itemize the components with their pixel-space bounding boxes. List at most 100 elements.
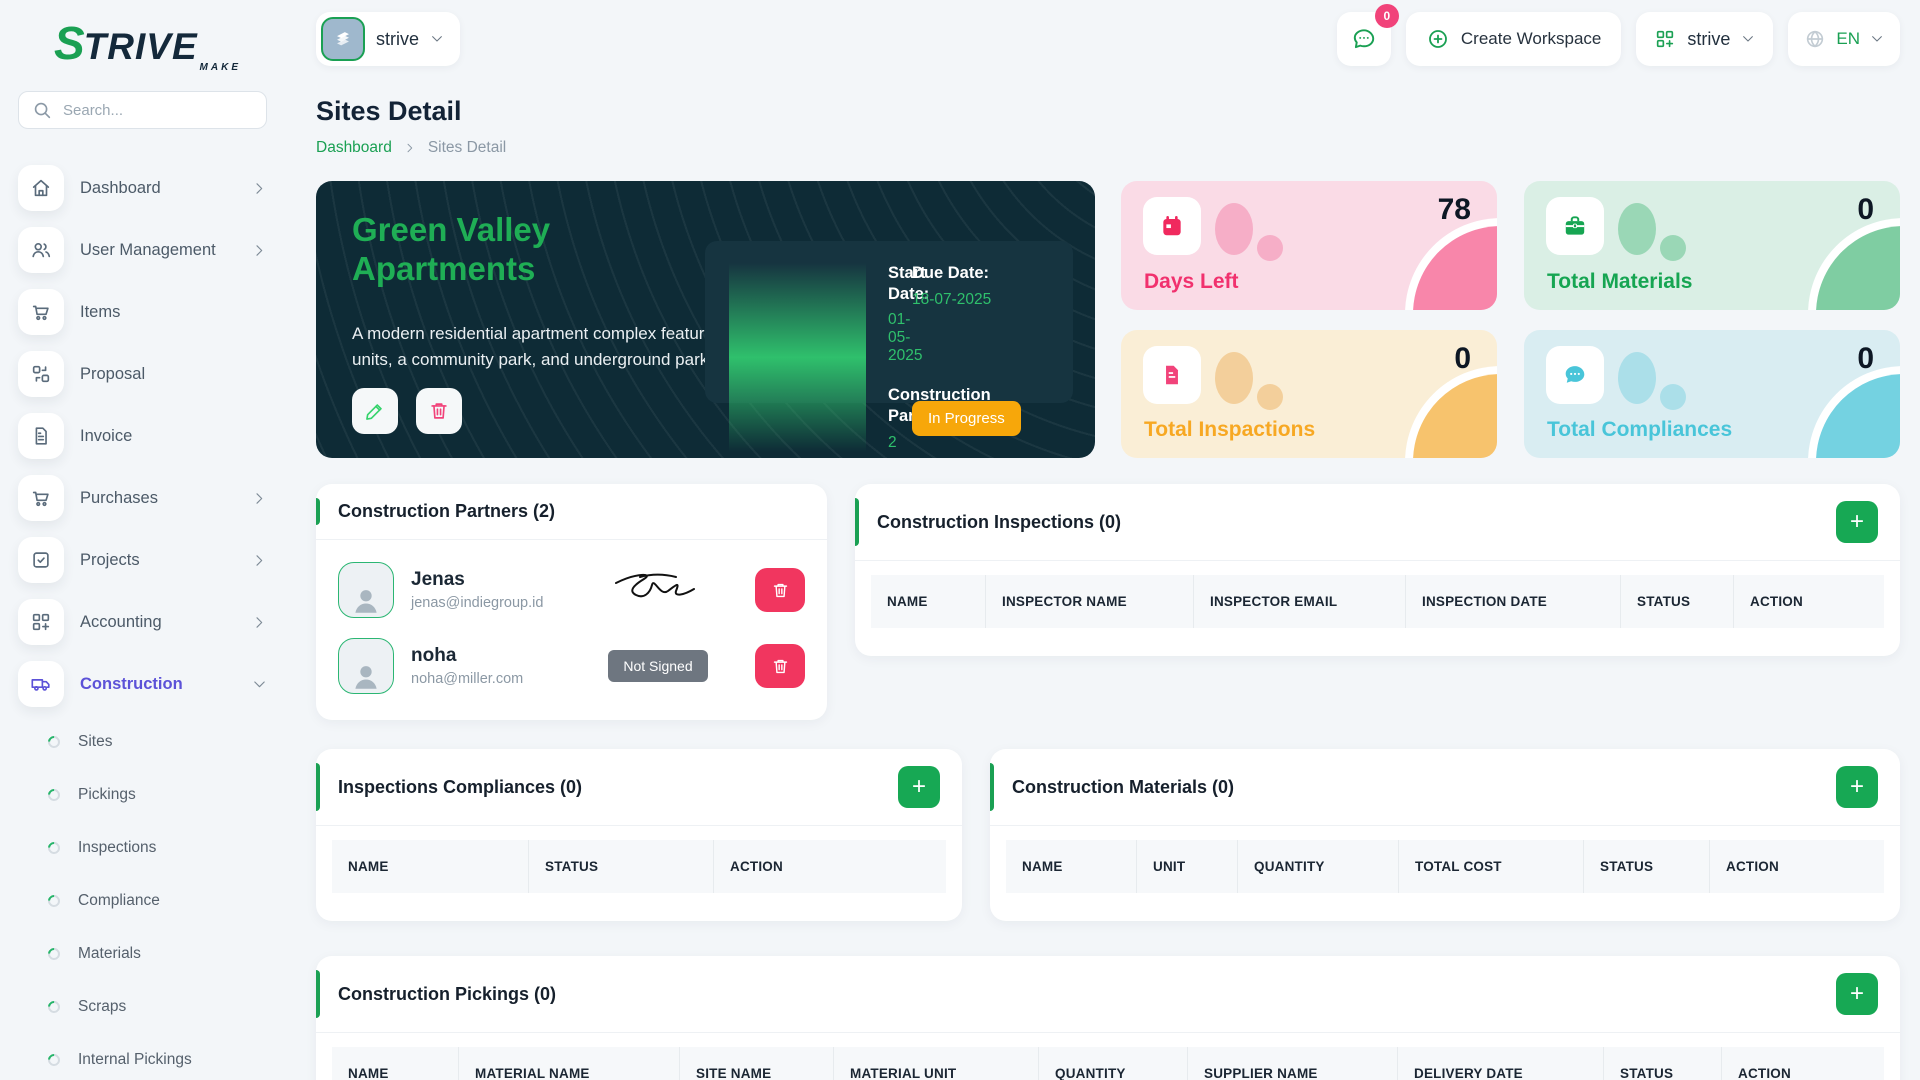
sidebar-item-user-management[interactable]: User Management [18, 219, 267, 281]
home-icon [30, 177, 52, 199]
avatar [338, 562, 394, 618]
site-info-panel: Start Date: 01-05-2025 Due Date: 18-07-2… [705, 241, 1073, 452]
column-header-inspector-name: INSPECTOR NAME [986, 575, 1194, 628]
construction-partners-card: Construction Partners (2) Jenas jenas@ind… [316, 484, 827, 720]
app-logo[interactable]: S TRIVE MAKE [18, 16, 267, 73]
sidebar-item-label: User Management [80, 240, 216, 259]
sidebar-subitem-sites[interactable]: Sites [18, 715, 267, 768]
column-header-action: ACTION [1726, 859, 1779, 874]
partners-count: 2 [888, 433, 897, 451]
status-badge[interactable]: In Progress [912, 400, 1021, 436]
grid-plus-icon [30, 611, 52, 633]
pickings-card-title: Construction Pickings (0) [338, 983, 557, 1004]
workspace-switcher[interactable]: strive [1636, 12, 1774, 66]
invoice-icon [30, 425, 52, 447]
plus-circle-icon [1426, 27, 1450, 51]
chat-icon [1351, 26, 1377, 52]
sidebar-subitem-label: Inspections [78, 838, 157, 856]
sidebar-subnav: Sites Pickings Inspections Compliance Materi… [18, 715, 267, 1080]
sidebar-item-label: Dashboard [80, 178, 161, 197]
column-header-quantity: QUANTITY [1039, 1047, 1188, 1080]
bullet-ring-icon [45, 733, 63, 750]
stat-card-total-compliances: 0 Total Compliances [1524, 329, 1900, 458]
delete-site-button[interactable] [416, 388, 462, 434]
stat-label: Total Materials [1547, 269, 1693, 293]
construction-inspections-card: Construction Inspections (0) + NAME INSPE… [855, 484, 1900, 656]
chat-button[interactable]: 0 [1336, 4, 1399, 66]
sidebar-item-proposal[interactable]: Proposal [18, 343, 267, 405]
construction-materials-card: Construction Materials (0) + NAME UNIT QUA… [990, 749, 1900, 921]
sidebar-item-items[interactable]: Items [18, 281, 267, 343]
stat-card-total-inspactions: 0 Total Inspactions [1121, 329, 1497, 458]
create-workspace-button[interactable]: Create Workspace [1405, 12, 1622, 66]
avatar [338, 638, 394, 694]
sidebar-item-invoice[interactable]: Invoice [18, 405, 267, 467]
sidebar-subitem-pickings[interactable]: Pickings [18, 768, 267, 821]
bullet-ring-icon [45, 1051, 63, 1068]
add-inspection-button[interactable]: + [1836, 501, 1878, 543]
sidebar-item-label: Projects [80, 550, 140, 569]
decor-corner [1405, 217, 1497, 310]
trash-icon [771, 581, 790, 600]
column-header-name: NAME [871, 575, 986, 628]
chat-badge: 0 [1374, 4, 1399, 28]
sidebar-item-accounting[interactable]: Accounting [18, 591, 267, 653]
sidebar-nav: Dashboard User Management Items Proposal Inv… [18, 157, 267, 715]
start-date-label: Start Date: [888, 264, 930, 303]
workspace-building-icon [321, 17, 365, 61]
panel-divider [729, 263, 866, 452]
globe-icon [1804, 28, 1826, 50]
decor-blob [1618, 351, 1656, 404]
sidebar-subitem-compliance[interactable]: Compliance [18, 874, 267, 927]
partner-email: noha@miller.com [411, 671, 524, 687]
inspections-compliances-card: Inspections Compliances (0) + NAME STATUS… [316, 749, 962, 921]
signature-image [610, 569, 706, 611]
edit-site-button[interactable] [352, 388, 398, 434]
delete-partner-button[interactable] [755, 644, 805, 688]
add-material-button[interactable]: + [1836, 766, 1878, 808]
stat-label: Days Left [1144, 269, 1239, 293]
stat-icon-tile [1546, 197, 1604, 255]
column-header-status: STATUS [1621, 575, 1734, 628]
add-picking-button[interactable]: + [1836, 973, 1878, 1015]
sidebar-subitem-internal-pickings[interactable]: Internal Pickings [18, 1033, 267, 1080]
sidebar-subitem-materials[interactable]: Materials [18, 927, 267, 980]
sidebar-item-projects[interactable]: Projects [18, 529, 267, 591]
page-title: Sites Detail [316, 96, 462, 126]
delete-partner-button[interactable] [755, 568, 805, 612]
trash-icon [428, 400, 450, 422]
decor-blob [1215, 351, 1253, 404]
sidebar-item-label: Invoice [80, 426, 133, 445]
sidebar-item-label: Accounting [80, 612, 162, 631]
stat-value: 78 [1437, 193, 1471, 226]
breadcrumb-dashboard-link[interactable]: Dashboard [316, 139, 392, 156]
workspace-name: strive [376, 28, 420, 49]
sidebar-item-dashboard[interactable]: Dashboard [18, 157, 267, 219]
search-input[interactable] [63, 101, 254, 119]
sidebar-subitem-inspections[interactable]: Inspections [18, 821, 267, 874]
column-header-material-unit: MATERIAL UNIT [834, 1047, 1039, 1080]
language-selector[interactable]: EN [1788, 12, 1900, 66]
stat-value: 0 [1454, 341, 1471, 375]
site-name: Green Valley Apartments [352, 211, 551, 287]
workspace-pill[interactable]: strive [316, 12, 461, 66]
icon-tile [18, 599, 64, 645]
sidebar-subitem-scraps[interactable]: Scraps [18, 980, 267, 1033]
sidebar-item-purchases[interactable]: Purchases [18, 467, 267, 529]
chevron-right-icon [252, 243, 267, 258]
icon-tile [18, 351, 64, 397]
column-header-status: STATUS [529, 840, 714, 893]
decor-blob [1660, 235, 1686, 261]
add-compliance-button[interactable]: + [898, 766, 940, 808]
logo-s-glyph: S [54, 17, 85, 69]
column-header-action: ACTION [730, 859, 783, 874]
chevron-down-icon [1870, 32, 1884, 46]
sidebar-item-construction[interactable]: Construction [18, 653, 267, 715]
create-workspace-label: Create Workspace [1460, 29, 1602, 48]
decor-blob [1257, 383, 1283, 410]
icon-tile [18, 227, 64, 273]
logo-subtext: MAKE [199, 62, 241, 73]
breadcrumb-current: Sites Detail [427, 139, 507, 156]
column-header-site-name: SITE NAME [680, 1047, 834, 1080]
